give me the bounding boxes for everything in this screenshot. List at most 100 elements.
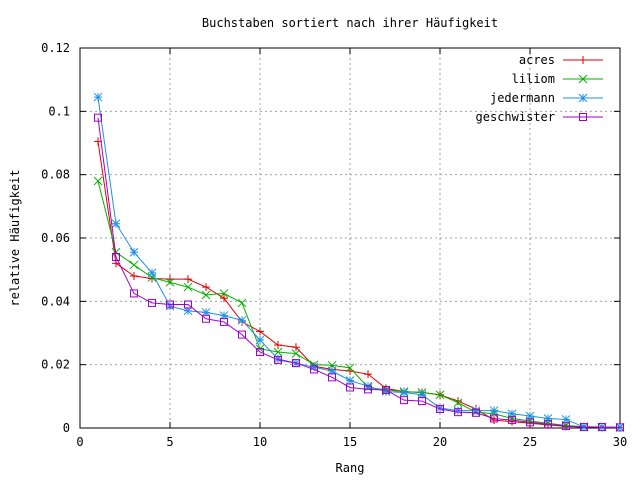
data-point-plus [364,370,372,379]
data-point-square [472,408,480,417]
data-point-square [112,253,120,261]
data-point-star [345,376,355,385]
data-point-square [184,300,192,309]
x-tick-label: 25 [523,435,537,449]
legend: acres liliom jedermann geschwister [476,53,603,124]
data-point-square [490,414,498,423]
series-line [97,141,621,429]
y-tick-label: 0.06 [41,231,70,245]
y-tick-label: 0.02 [41,358,70,372]
data-point-square [562,422,570,431]
data-point-square [148,298,156,307]
data-point-square [310,365,318,374]
data-point-square [166,300,174,309]
legend-label: liliom [512,72,555,86]
data-point-plus [256,327,264,336]
data-point-square [579,113,587,121]
data-point-star [578,93,588,103]
data-point-cross [93,176,103,186]
x-tick-label: 5 [166,435,173,449]
data-point-star [309,362,319,372]
data-point-star [165,301,175,311]
data-point-square [382,386,390,394]
data-point-star [453,406,463,415]
chart-title: Buchstaben sortiert nach ihrer Häufigkei… [202,16,498,30]
x-tick-label: 20 [433,435,447,449]
legend-label: jedermann [490,91,555,105]
data-point-square [436,405,444,413]
data-point-square [616,423,624,432]
x-tick-label: 30 [613,435,627,449]
data-point-cross [435,390,445,400]
data-point-square [328,373,336,382]
legend-label: geschwister [476,110,555,124]
x-tick-label: 10 [253,435,267,449]
data-point-square [274,355,282,364]
data-point-square [220,317,228,326]
axis-ticks: 0 5 10 15 20 25 30 0 0.02 0.04 0.06 0.08 0.1 0.12 [41,41,627,449]
data-point-star [111,219,121,229]
y-tick-label: 0.04 [41,294,70,308]
y-tick-label: 0.1 [48,104,70,118]
series-geschwister [94,113,624,432]
data-point-star [543,414,553,423]
data-point-star [489,406,499,415]
data-point-cross [578,74,588,84]
y-tick-label: 0.12 [41,41,70,55]
data-point-plus [220,294,228,303]
data-point-square [454,408,462,417]
series-jedermann [93,92,625,432]
data-point-square [94,113,102,122]
data-point-square [544,420,552,429]
y-tick-label: 0 [63,421,70,435]
data-point-square [508,416,516,425]
data-point-star [237,315,247,325]
y-tick-label: 0.08 [41,168,70,182]
data-point-plus [274,341,282,350]
data-point-square [364,385,372,394]
x-tick-label: 15 [343,435,357,449]
data-point-cross [345,363,355,373]
data-point-cross [165,277,175,287]
data-point-square [418,397,426,406]
data-point-star [129,247,139,257]
data-point-cross [453,398,463,408]
data-point-cross [273,347,283,357]
data-point-plus [292,343,300,352]
data-point-square [130,289,138,298]
data-point-star [255,335,265,345]
data-point-square [400,396,408,405]
data-point-cross [201,290,211,300]
data-point-square [346,383,354,392]
data-point-star [93,92,103,102]
data-point-plus [130,272,138,280]
data-point-square [238,330,246,339]
y-axis-label: relative Häufigkeit [8,169,22,306]
data-point-cross [183,282,193,292]
data-point-plus [579,56,587,64]
data-point-star [399,388,409,397]
data-point-square [526,418,534,427]
data-point-plus [490,416,498,425]
data-point-square [580,423,588,432]
legend-label: acres [519,53,555,67]
series-line [97,117,621,428]
series-acres [94,137,624,432]
data-point-square [202,314,210,323]
data-point-star [147,268,157,278]
data-point-plus [202,283,210,292]
data-point-star [381,387,391,396]
data-point-cross [219,289,229,298]
data-point-cross [237,298,247,308]
data-point-plus [184,275,192,284]
series-group [93,92,625,432]
x-tick-label: 0 [76,435,83,449]
data-point-cross [111,247,121,257]
data-point-cross [129,260,139,270]
data-point-cross [291,349,301,358]
data-point-square [256,348,264,356]
data-point-square [292,359,300,368]
data-point-square [598,423,606,432]
x-axis-label: Rang [336,461,365,475]
